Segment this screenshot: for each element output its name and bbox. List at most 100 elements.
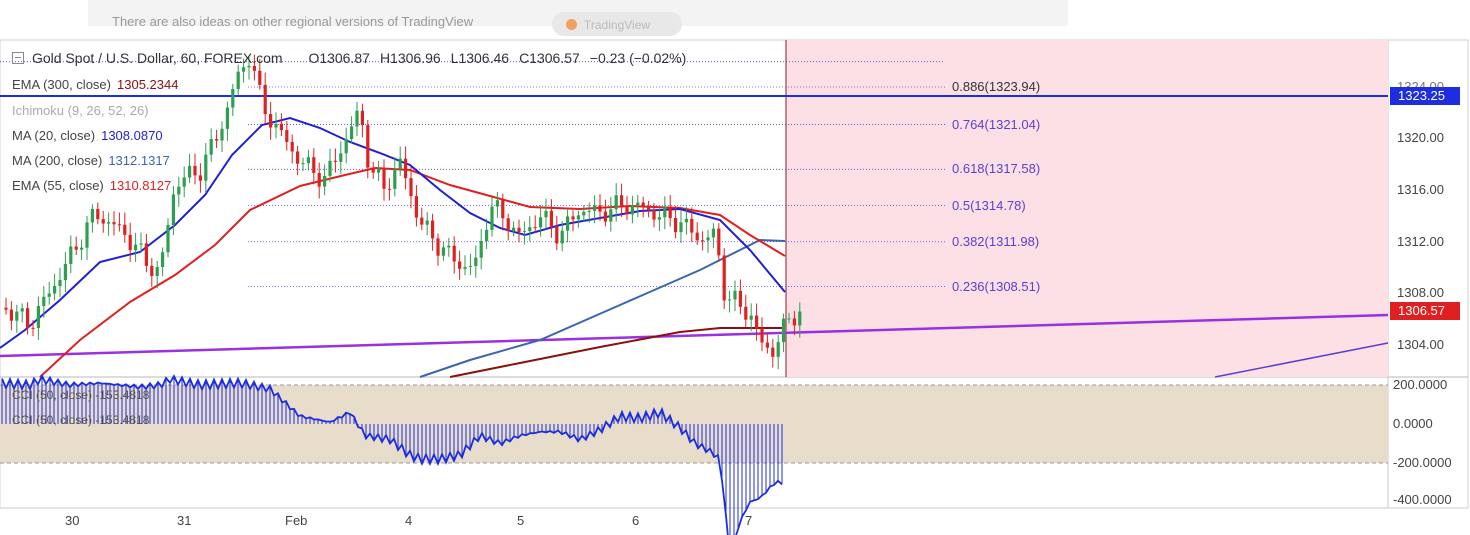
candle-body: [74, 246, 78, 250]
ohlc-readout: O1306.87 H1306.96 L1306.46 C1306.57 −0.23 (−…: [308, 50, 696, 66]
candle-body: [285, 130, 289, 142]
indicator-value: 1310.8127: [109, 178, 172, 193]
candle: [317, 162, 321, 199]
candle: [571, 210, 575, 232]
candle-body: [15, 311, 19, 321]
candle: [198, 163, 202, 193]
fib-level-label: 0.236(1308.51): [952, 278, 1041, 294]
candle-body: [441, 247, 445, 256]
candle: [787, 312, 791, 324]
candle-body: [171, 194, 175, 225]
candle: [674, 205, 678, 239]
time-tick: 4: [405, 513, 413, 528]
candle: [409, 166, 413, 209]
last-price-badge: 1306.57: [1390, 302, 1460, 320]
indicator-value: 1312.1317: [108, 153, 170, 168]
notice-button-label: TradingView: [584, 18, 651, 32]
candle-body: [139, 243, 143, 245]
candle-body: [382, 168, 386, 189]
candle-body: [360, 110, 364, 126]
candle-body: [323, 175, 327, 187]
candle-body: [544, 210, 548, 218]
channel-trendline: [1214, 342, 1389, 378]
candle: [107, 212, 111, 236]
cci-legend[interactable]: CCI (50, close) -153.4818: [12, 388, 150, 402]
ascending-trendline: [0, 313, 1389, 358]
candle: [296, 145, 300, 176]
symbol-name[interactable]: Gold Spot / U.S. Dollar, 60, FOREX.com: [32, 50, 283, 66]
candle-body: [463, 267, 467, 269]
candle-body: [193, 165, 197, 176]
indicator-value: 1308.0870: [101, 128, 163, 143]
candle-body: [387, 188, 391, 190]
indicator-legend[interactable]: Ichimoku (9, 26, 52, 26): [12, 103, 155, 118]
notice-button[interactable]: TradingView: [552, 12, 682, 36]
candle-body: [409, 178, 413, 197]
candle-body: [414, 196, 418, 218]
indicator-name: MA (20, close): [12, 128, 96, 143]
candle-body: [26, 308, 30, 328]
candle: [263, 72, 267, 124]
candle: [20, 303, 24, 323]
time-tick: 31: [177, 513, 192, 528]
candle-body: [112, 222, 116, 225]
candle-body: [188, 165, 192, 178]
indicator-legend[interactable]: MA (200, close) 1312.1317: [12, 153, 170, 168]
candle-body: [738, 290, 742, 307]
candle: [663, 196, 667, 230]
candle-body: [711, 228, 715, 238]
candle-body: [9, 309, 13, 321]
candle-body: [69, 246, 73, 264]
candle-body: [279, 123, 283, 131]
candle: [387, 178, 391, 201]
candle-body: [20, 308, 24, 312]
candle: [144, 233, 148, 273]
candle: [377, 160, 381, 182]
candle: [371, 161, 375, 179]
candle-body: [101, 219, 105, 224]
candle-body: [668, 206, 672, 219]
candle-body: [593, 205, 597, 211]
candle-body: [150, 265, 154, 277]
candle-body: [420, 217, 424, 225]
cci-tick: 0.0000: [1393, 416, 1433, 431]
candle-body: [274, 123, 278, 128]
candle: [771, 338, 775, 368]
candle-body: [344, 139, 348, 154]
candle-body: [177, 186, 181, 195]
candle: [301, 157, 305, 172]
candle: [728, 290, 732, 313]
price-tick: 1320.00: [1397, 130, 1444, 145]
indicator-legend[interactable]: EMA (55, close) 1310.8127: [12, 178, 171, 193]
candle: [328, 148, 332, 182]
candle: [188, 153, 192, 184]
candle: [441, 241, 445, 261]
candle-body: [36, 306, 40, 329]
candle: [458, 250, 462, 280]
candle: [539, 205, 543, 237]
candle-body: [312, 157, 316, 173]
candle-body: [636, 202, 640, 206]
candle-body: [528, 227, 532, 232]
candle: [414, 184, 418, 227]
candle: [474, 245, 478, 278]
candle-body: [209, 139, 213, 155]
candle: [134, 232, 138, 262]
collapse-icon[interactable]: [12, 52, 24, 64]
candle: [236, 64, 240, 96]
candle: [139, 232, 143, 253]
candle-body: [317, 172, 321, 187]
cci-legend[interactable]: CCI (50, close) -153.4818: [12, 413, 150, 427]
candle-body: [258, 70, 262, 85]
notice-text: There are also ideas on other regional v…: [112, 14, 474, 29]
indicator-name: MA (200, close): [12, 153, 103, 168]
close-value: C1306.57: [519, 50, 580, 66]
candle: [420, 207, 424, 231]
indicator-legend[interactable]: MA (20, close) 1308.0870: [12, 128, 163, 143]
candle-body: [479, 240, 483, 258]
tradingview-icon: [566, 19, 577, 30]
candle: [566, 208, 570, 243]
price-tick: 1304.00: [1397, 337, 1444, 352]
indicator-legend[interactable]: EMA (300, close) 1305.2344: [12, 77, 178, 92]
